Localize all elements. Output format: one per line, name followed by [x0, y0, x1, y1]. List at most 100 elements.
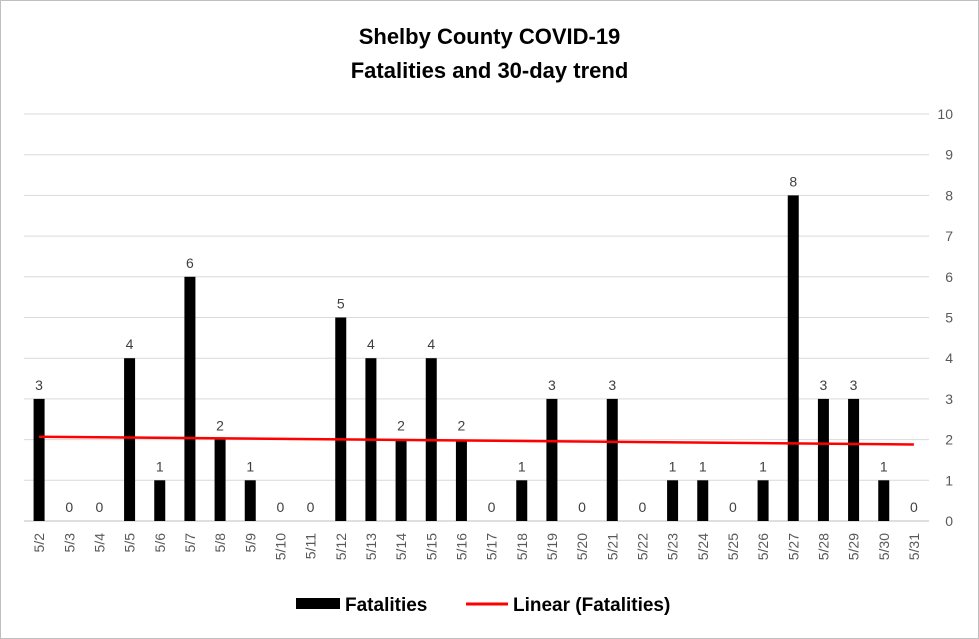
- x-tick-label: 5/5: [122, 533, 138, 553]
- x-tick-label: 5/24: [695, 533, 711, 560]
- bar: [33, 398, 45, 521]
- data-label: 0: [639, 499, 647, 515]
- x-tick-label: 5/13: [363, 533, 379, 560]
- bar: [606, 398, 618, 521]
- trendline: [39, 435, 914, 446]
- bar: [697, 480, 709, 521]
- data-label: 4: [427, 336, 435, 352]
- x-axis-ticks: 5/2 5/3 5/4 5/5 5/6 5/7 5/8 5/9 5/10 5/11 5/12 5/13…: [31, 533, 922, 560]
- x-tick-label: 5/18: [514, 533, 530, 560]
- x-tick-label: 5/29: [846, 533, 862, 560]
- legend-label-fatalities: Fatalities: [345, 595, 427, 616]
- x-tick-label: 5/8: [212, 533, 228, 553]
- bar: [214, 439, 226, 521]
- data-label: 4: [367, 336, 375, 352]
- y-tick-label: 0: [945, 513, 953, 529]
- data-label: 3: [608, 377, 616, 393]
- data-label: 0: [96, 499, 104, 515]
- data-label: 4: [126, 336, 134, 352]
- x-tick-label: 5/15: [423, 533, 439, 560]
- data-label: 5: [337, 296, 345, 312]
- chart-title: Shelby County COVID-19: [358, 24, 621, 49]
- x-tick-label: 5/21: [604, 533, 620, 560]
- bar: [124, 358, 136, 521]
- x-tick-label: 5/10: [272, 533, 288, 560]
- data-label: 2: [458, 418, 466, 434]
- x-tick-label: 5/16: [453, 533, 469, 560]
- data-label: 3: [820, 377, 828, 393]
- bar: [848, 398, 860, 521]
- y-axis-ticks: 0 1 2 3 4 5 6 7 8 9 10: [937, 106, 953, 529]
- bar: [667, 480, 679, 521]
- data-label: 0: [277, 499, 285, 515]
- data-label: 3: [850, 377, 858, 393]
- data-label: 8: [789, 173, 797, 189]
- data-label: 0: [307, 499, 315, 515]
- x-tick-label: 5/2: [31, 533, 47, 553]
- data-label: 0: [578, 499, 586, 515]
- data-label: 0: [488, 499, 496, 515]
- x-tick-label: 5/9: [242, 533, 258, 553]
- y-tick-label: 1: [945, 472, 953, 488]
- data-label: 1: [759, 458, 767, 474]
- data-label: 1: [518, 458, 526, 474]
- data-label: 3: [548, 377, 556, 393]
- x-tick-label: 5/22: [634, 533, 650, 560]
- x-tick-label: 5/7: [182, 533, 198, 553]
- bar: [516, 480, 528, 521]
- y-tick-label: 4: [945, 350, 953, 366]
- x-tick-label: 5/11: [303, 533, 319, 559]
- y-tick-label: 7: [945, 228, 953, 244]
- data-label: 0: [729, 499, 737, 515]
- y-tick-label: 10: [937, 106, 953, 122]
- data-label: 1: [669, 458, 677, 474]
- y-tick-label: 8: [945, 187, 953, 203]
- bar: [787, 195, 799, 521]
- data-labels: 3 0 0 4 1 6 2 1 0 0 5 4 2 4 2 0 1 3 0 3 0 1 1 0 1 8 3 3 1 0: [35, 173, 918, 515]
- y-tick-label: 5: [945, 310, 953, 326]
- x-tick-label: 5/17: [484, 533, 500, 560]
- legend: Fatalities Linear (Fatalities): [296, 595, 670, 616]
- y-tick-label: 3: [945, 391, 953, 407]
- data-label: 6: [186, 255, 194, 271]
- bar: [878, 480, 890, 521]
- x-tick-label: 5/3: [61, 533, 77, 553]
- x-tick-label: 5/31: [906, 533, 922, 560]
- y-tick-label: 2: [945, 432, 953, 448]
- data-label: 1: [699, 458, 707, 474]
- bar: [395, 439, 407, 521]
- x-tick-label: 5/6: [152, 533, 168, 553]
- data-label: 0: [910, 499, 918, 515]
- y-tick-label: 6: [945, 269, 953, 285]
- bar: [757, 480, 769, 521]
- legend-label-trend: Linear (Fatalities): [513, 595, 670, 616]
- bar: [244, 480, 256, 521]
- x-tick-label: 5/26: [755, 533, 771, 560]
- data-label: 3: [35, 377, 43, 393]
- y-tick-label: 9: [945, 147, 953, 163]
- x-tick-label: 5/23: [665, 533, 681, 560]
- x-tick-label: 5/4: [91, 533, 107, 553]
- x-tick-label: 5/30: [876, 533, 892, 560]
- data-label: 1: [156, 458, 164, 474]
- bar: [546, 398, 558, 521]
- data-label: 0: [65, 499, 73, 515]
- x-tick-label: 5/20: [574, 533, 590, 560]
- bar: [184, 276, 196, 521]
- x-tick-label: 5/28: [815, 533, 831, 560]
- trend-line: [39, 435, 914, 446]
- x-tick-label: 5/12: [333, 533, 349, 560]
- x-tick-label: 5/14: [393, 533, 409, 560]
- data-label: 2: [216, 418, 224, 434]
- data-label: 2: [397, 418, 405, 434]
- bar: [154, 480, 166, 521]
- data-label: 1: [880, 458, 888, 474]
- x-tick-label: 5/19: [544, 533, 560, 560]
- bar: [817, 398, 829, 521]
- data-label: 1: [246, 458, 254, 474]
- bar: [455, 439, 467, 521]
- bar: [335, 317, 347, 521]
- legend-swatch-fatalities: [296, 598, 340, 609]
